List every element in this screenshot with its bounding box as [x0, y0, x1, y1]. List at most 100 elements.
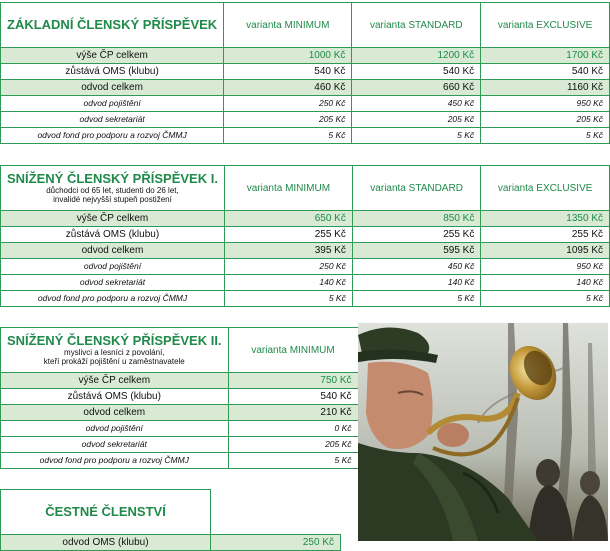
table-row: odvod sekretariát 205 Kč 205 Kč 205 Kč: [0, 111, 610, 128]
row-label: výše ČP celkem: [0, 47, 225, 64]
table-row: odvod pojištění 250 Kč 450 Kč 950 Kč: [0, 95, 610, 112]
table-row: zůstává OMS (klubu) 540 Kč 540 Kč 540 Kč: [0, 63, 610, 80]
section-title: SNÍŽENÝ ČLENSKÝ PŘÍSPĚVEK I. důchodci od…: [0, 165, 225, 211]
cell: 205 Kč: [227, 436, 359, 453]
row-label: odvod celkem: [0, 404, 229, 421]
cell: 540 Kč: [351, 63, 482, 80]
cell: 205 Kč: [351, 111, 482, 128]
row-label: odvod sekretariát: [0, 111, 225, 128]
column-standard: varianta STANDARD: [351, 2, 482, 48]
hunter-horn-photo: [358, 323, 608, 541]
cell: 255 Kč: [351, 226, 482, 243]
table-header: ČESTNÉ ČLENSTVÍ: [0, 489, 341, 535]
cell: 1350 Kč: [480, 210, 610, 227]
row-label: zůstává OMS (klubu): [0, 63, 225, 80]
cell: 650 Kč: [223, 210, 353, 227]
table-row: zůstává OMS (klubu) 255 Kč 255 Kč 255 Kč: [0, 226, 610, 243]
cell: 395 Kč: [223, 242, 353, 259]
table-row: odvod pojištění 0 Kč: [0, 420, 359, 437]
table-row: odvod celkem 210 Kč: [0, 404, 359, 421]
row-label: odvod pojištění: [0, 420, 229, 437]
cell: 450 Kč: [351, 95, 482, 112]
cell: 140 Kč: [480, 274, 610, 291]
table-reduced-fee-1: SNÍŽENÝ ČLENSKÝ PŘÍSPĚVEK I. důchodci od…: [0, 165, 610, 307]
cell: 205 Kč: [223, 111, 353, 128]
cell: 595 Kč: [351, 242, 482, 259]
column-exclusive: varianta EXCLUSIVE: [480, 2, 610, 48]
row-label: zůstává OMS (klubu): [0, 226, 225, 243]
column-exclusive: varianta EXCLUSIVE: [480, 165, 610, 211]
row-label: odvod sekretariát: [0, 436, 229, 453]
row-label: zůstává OMS (klubu): [0, 388, 229, 405]
cell: 1200 Kč: [351, 47, 482, 64]
cell: 460 Kč: [223, 79, 353, 96]
row-label: odvod fond pro podporu a rozvoj ČMMJ: [0, 452, 229, 469]
cell: 250 Kč: [223, 258, 353, 275]
section-subtitle: invalidé nejvyšší stupeň postižení: [53, 195, 172, 204]
cell: 255 Kč: [223, 226, 353, 243]
row-label: odvod OMS (klubu): [0, 533, 211, 551]
table-row: odvod fond pro podporu a rozvoj ČMMJ 5 K…: [0, 127, 610, 144]
table-row: odvod fond pro podporu a rozvoj ČMMJ 5 K…: [0, 290, 610, 307]
cell: 5 Kč: [351, 127, 482, 144]
cell: 5 Kč: [223, 290, 353, 307]
column-minimum: varianta MINIMUM: [223, 165, 353, 211]
cell: 1160 Kč: [480, 79, 610, 96]
row-label: výše ČP celkem: [0, 372, 229, 389]
table-row: výše ČP celkem 750 Kč: [0, 372, 359, 389]
section-title-text: SNÍŽENÝ ČLENSKÝ PŘÍSPĚVEK I.: [7, 171, 218, 186]
cell: 5 Kč: [223, 127, 353, 144]
table-row: zůstává OMS (klubu) 540 Kč: [0, 388, 359, 405]
cell: 850 Kč: [351, 210, 482, 227]
table-row: odvod pojištění 250 Kč 450 Kč 950 Kč: [0, 258, 610, 275]
table-header: ZÁKLADNÍ ČLENSKÝ PŘÍSPĚVEK varianta MINI…: [0, 2, 610, 48]
column-minimum: varianta MINIMUM: [227, 327, 359, 373]
cell: 750 Kč: [227, 372, 359, 389]
cell: 660 Kč: [351, 79, 482, 96]
cell: 5 Kč: [351, 290, 482, 307]
section-subtitle: důchodci od 65 let, studenti do 26 let,: [46, 186, 179, 195]
cell: 950 Kč: [480, 95, 610, 112]
row-label: odvod fond pro podporu a rozvoj ČMMJ: [0, 290, 225, 307]
table-row: odvod sekretariát 140 Kč 140 Kč 140 Kč: [0, 274, 610, 291]
cell: 1700 Kč: [480, 47, 610, 64]
section-subtitle: kteří prokáží pojištění u zaměstnavatele: [43, 357, 185, 366]
table-honorary-membership: ČESTNÉ ČLENSTVÍ odvod OMS (klubu) 250 Kč: [0, 489, 341, 551]
row-label: odvod celkem: [0, 79, 225, 96]
cell: 140 Kč: [223, 274, 353, 291]
row-label: odvod fond pro podporu a rozvoj ČMMJ: [0, 127, 225, 144]
cell: 205 Kč: [480, 111, 610, 128]
row-label: výše ČP celkem: [0, 210, 225, 227]
section-title-text: SNÍŽENÝ ČLENSKÝ PŘÍSPĚVEK II.: [7, 333, 222, 348]
cell: 0 Kč: [227, 420, 359, 437]
empty-cell: [210, 489, 341, 535]
row-label: odvod sekretariát: [0, 274, 225, 291]
cell: 540 Kč: [223, 63, 353, 80]
table-basic-fee: ZÁKLADNÍ ČLENSKÝ PŘÍSPĚVEK varianta MINI…: [0, 2, 610, 144]
cell: 450 Kč: [351, 258, 482, 275]
section-subtitle: myslivci a lesníci z povolání,: [64, 348, 165, 357]
cell: 5 Kč: [480, 290, 610, 307]
table-row: výše ČP celkem 650 Kč 850 Kč 1350 Kč: [0, 210, 610, 227]
cell: 1000 Kč: [223, 47, 353, 64]
section-title: ČESTNÉ ČLENSTVÍ: [0, 489, 211, 535]
table-row: odvod celkem 460 Kč 660 Kč 1160 Kč: [0, 79, 610, 96]
cell: 210 Kč: [227, 404, 359, 421]
cell: 250 Kč: [223, 95, 353, 112]
cell: 540 Kč: [227, 388, 359, 405]
table-row: odvod fond pro podporu a rozvoj ČMMJ 5 K…: [0, 452, 359, 469]
table-row: výše ČP celkem 1000 Kč 1200 Kč 1700 Kč: [0, 47, 610, 64]
cell: 250 Kč: [210, 533, 341, 551]
row-label: odvod pojištění: [0, 258, 225, 275]
cell: 540 Kč: [480, 63, 610, 80]
cell: 140 Kč: [351, 274, 482, 291]
section-title: SNÍŽENÝ ČLENSKÝ PŘÍSPĚVEK II. myslivci a…: [0, 327, 229, 373]
cell: 5 Kč: [480, 127, 610, 144]
column-standard: varianta STANDARD: [351, 165, 482, 211]
table-row: odvod celkem 395 Kč 595 Kč 1095 Kč: [0, 242, 610, 259]
table-header: SNÍŽENÝ ČLENSKÝ PŘÍSPĚVEK I. důchodci od…: [0, 165, 610, 211]
section-title: ZÁKLADNÍ ČLENSKÝ PŘÍSPĚVEK: [0, 2, 225, 48]
table-header: SNÍŽENÝ ČLENSKÝ PŘÍSPĚVEK II. myslivci a…: [0, 327, 359, 373]
cell: 950 Kč: [480, 258, 610, 275]
table-row: odvod sekretariát 205 Kč: [0, 436, 359, 453]
